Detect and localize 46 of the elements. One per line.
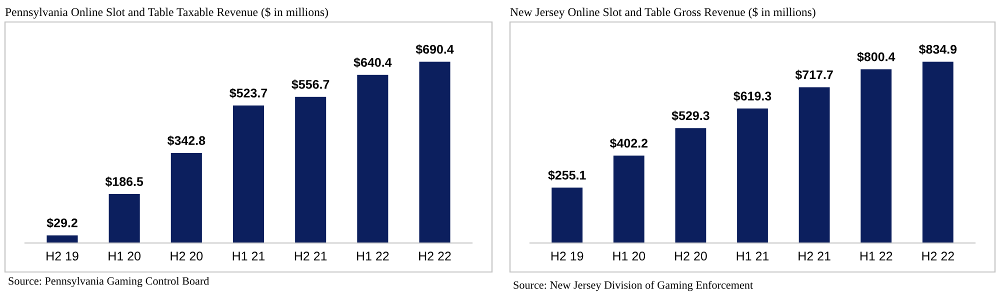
x-tick-label: H1 22 — [860, 252, 892, 260]
bar — [46, 235, 78, 243]
x-tick-label: H2 20 — [170, 252, 203, 261]
data-label: $186.5 — [105, 176, 144, 187]
data-label: $255.1 — [548, 170, 586, 180]
x-tick-label: H1 22 — [357, 252, 389, 260]
x-tick-label: H1 20 — [613, 252, 646, 261]
bar — [860, 69, 892, 243]
x-tick-label: H2 19 — [46, 252, 78, 261]
data-label: $529.3 — [672, 110, 710, 121]
source-note: Source: New Jersey Division of Gaming Enforcement — [514, 280, 753, 292]
bar — [613, 156, 644, 243]
bar — [170, 153, 202, 243]
bar — [419, 62, 450, 243]
data-label: $342.8 — [167, 136, 206, 146]
bar — [675, 128, 706, 243]
x-tick-label: H1 20 — [108, 252, 141, 261]
chart-title: Pennsylvania Online Slot and Table Taxable Revenue ($ in millions) — [5, 7, 328, 19]
bar — [232, 106, 264, 243]
data-label: $402.2 — [610, 138, 648, 148]
data-label: $800.4 — [857, 52, 896, 62]
data-label: $640.4 — [354, 57, 392, 68]
bar — [108, 194, 140, 243]
bar — [552, 188, 583, 243]
data-label: $523.7 — [230, 88, 268, 98]
chart-title: New Jersey Online Slot and Table Gross Revenue ($ in millions) — [510, 7, 816, 19]
data-label: $717.7 — [795, 70, 833, 80]
data-label: $690.4 — [416, 44, 454, 55]
bar — [922, 62, 954, 243]
bar — [357, 74, 388, 243]
bar — [798, 87, 830, 243]
data-label: $556.7 — [292, 79, 330, 90]
x-tick-label: H2 22 — [419, 252, 451, 260]
bar — [737, 108, 768, 243]
x-tick-label: H1 21 — [232, 252, 265, 260]
data-label: $29.2 — [46, 218, 78, 228]
bar — [295, 96, 326, 243]
x-tick-label: H1 21 — [736, 252, 769, 260]
data-label: $619.3 — [734, 91, 772, 102]
source-note: Source: Pennsylvania Gaming Control Board — [8, 276, 210, 288]
x-tick-label: H2 19 — [551, 252, 584, 261]
x-tick-label: H2 20 — [675, 252, 707, 261]
x-tick-label: H2 22 — [922, 252, 954, 260]
data-label: $834.9 — [918, 44, 957, 55]
x-tick-label: H2 21 — [798, 252, 830, 260]
x-tick-label: H2 21 — [294, 252, 327, 260]
